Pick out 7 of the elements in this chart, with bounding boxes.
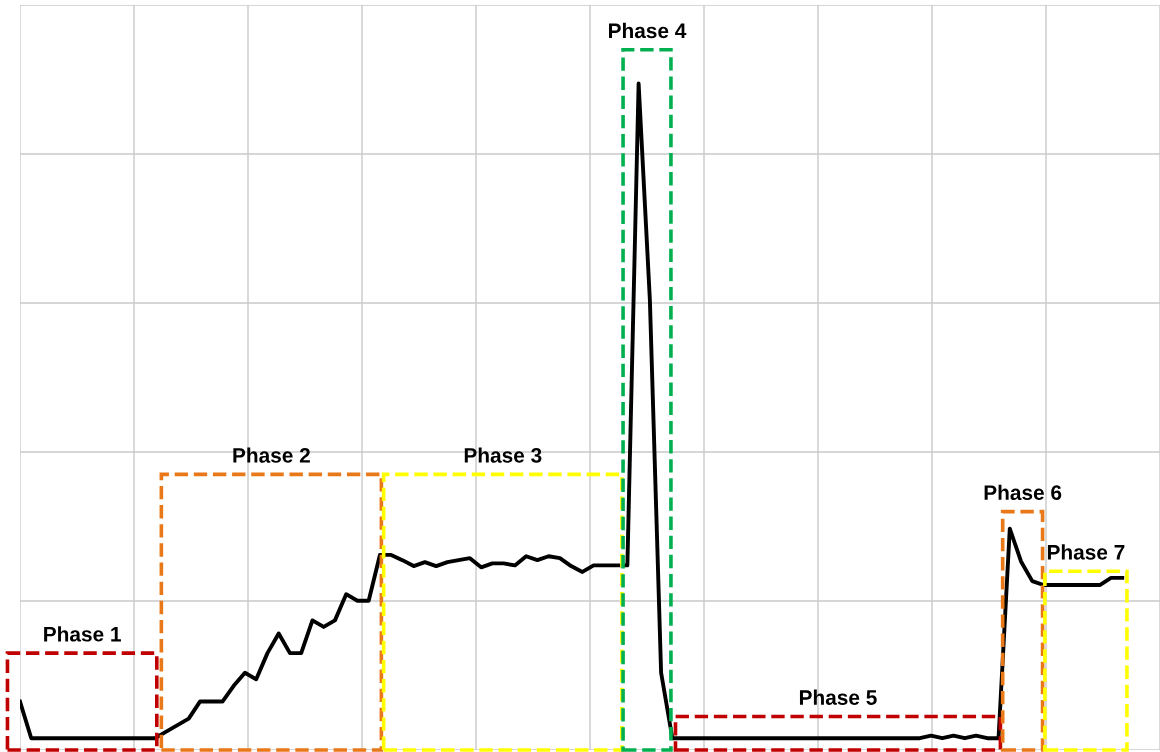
- annotation: Phase 2: [233, 447, 310, 463]
- annotation: Phase 5: [799, 689, 877, 705]
- text: Phase 4: [609, 22, 687, 39]
- annotation: Phase 1: [44, 626, 121, 642]
- annotation: Phase 7: [1047, 544, 1125, 560]
- annotation: Phase 6: [984, 484, 1062, 501]
- annotation: Phase 3: [464, 447, 542, 463]
